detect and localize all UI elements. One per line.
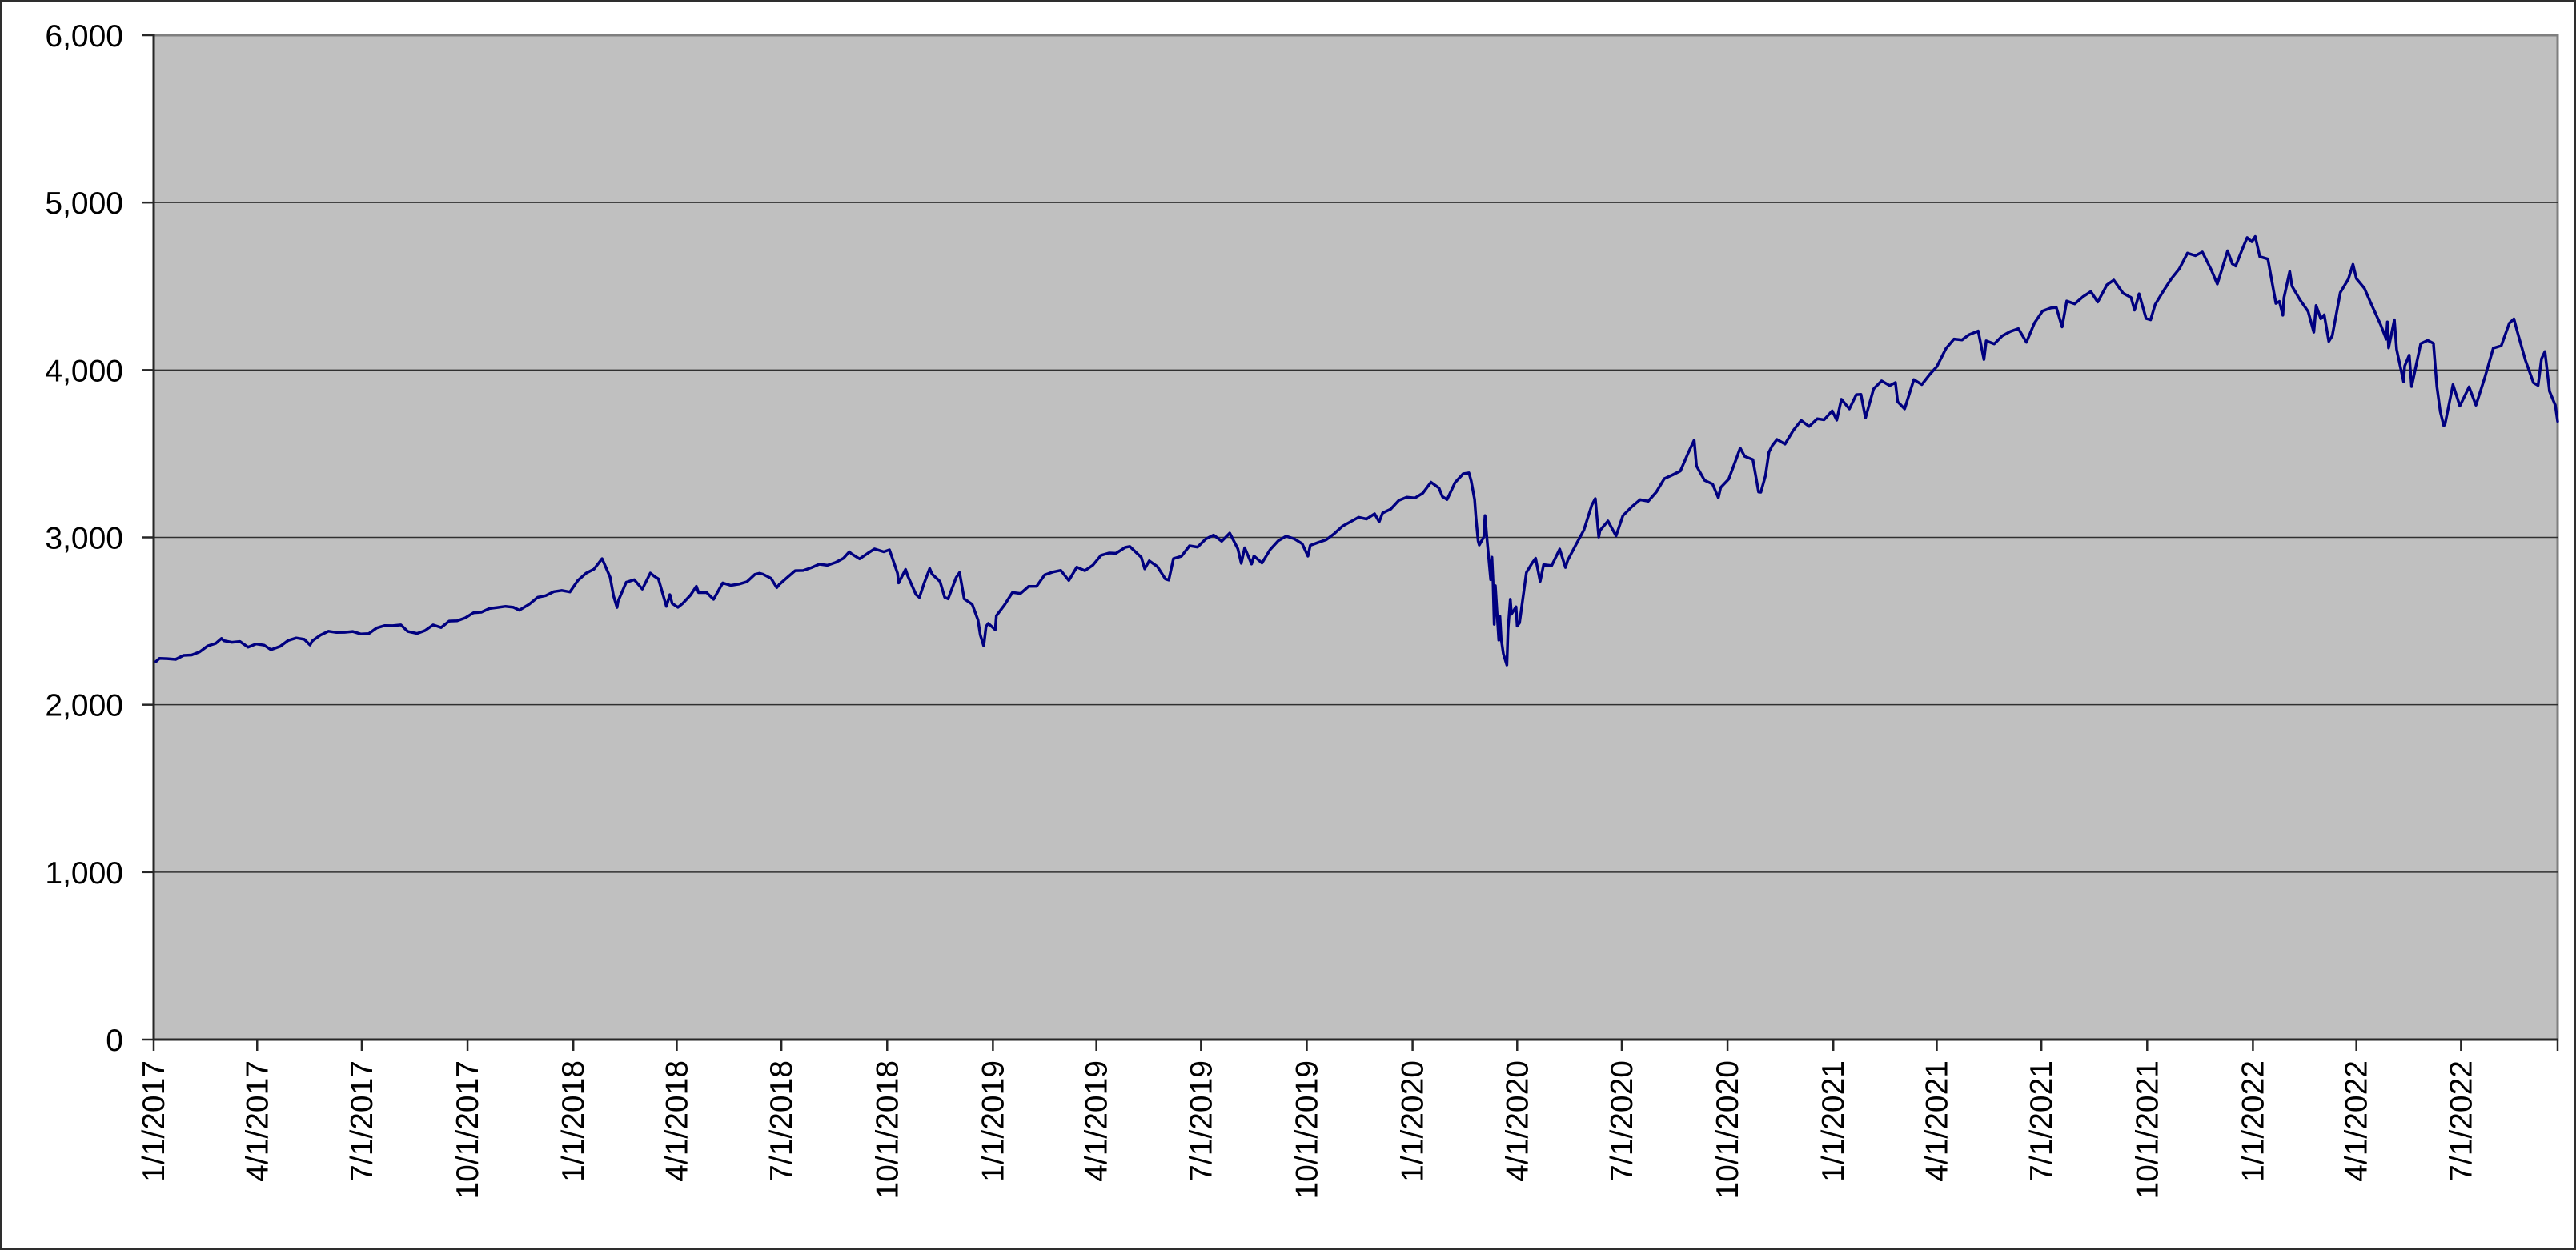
y-axis-tick-label: 0	[106, 1024, 123, 1058]
y-axis-tick-label: 2,000	[45, 689, 123, 723]
y-axis-tick-label: 4,000	[45, 354, 123, 388]
x-axis-tick-label: 1/1/2020	[1396, 1060, 1430, 1182]
x-axis-tick-label: 1/1/2021	[1816, 1060, 1851, 1182]
x-axis-tick-label: 4/1/2018	[660, 1060, 694, 1182]
x-axis-tick-label: 7/1/2021	[2024, 1060, 2059, 1182]
x-axis-tick-label: 4/1/2022	[2340, 1060, 2374, 1182]
y-axis-tick-label: 6,000	[45, 19, 123, 54]
x-axis-tick-label: 4/1/2019	[1080, 1060, 1114, 1182]
y-axis-tick-label: 1,000	[45, 856, 123, 891]
price-series-line	[154, 234, 2559, 667]
x-axis-tick-label: 10/1/2017	[451, 1060, 485, 1200]
x-axis-tick-label: 10/1/2018	[870, 1060, 905, 1200]
x-axis-tick-label: 7/1/2018	[764, 1060, 799, 1182]
x-axis-tick-label: 4/1/2020	[1500, 1060, 1535, 1182]
y-axis-tick-label: 3,000	[45, 522, 123, 556]
x-axis-tick-label: 10/1/2020	[1711, 1060, 1745, 1200]
x-axis-tick-label: 4/1/2017	[240, 1060, 275, 1182]
x-axis-tick-label: 10/1/2021	[2130, 1060, 2165, 1200]
x-axis-tick-label: 7/1/2017	[345, 1060, 379, 1182]
x-axis-tick-label: 10/1/2019	[1290, 1060, 1324, 1200]
x-axis-tick-label: 1/1/2018	[556, 1060, 591, 1182]
y-axis-tick-label: 5,000	[45, 186, 123, 221]
x-axis-tick-label: 7/1/2022	[2444, 1060, 2478, 1182]
x-axis-tick-label: 1/1/2019	[976, 1060, 1010, 1182]
x-axis-tick-label: 7/1/2020	[1605, 1060, 1639, 1182]
x-axis-tick-label: 4/1/2021	[1920, 1060, 1954, 1182]
x-axis-tick-label: 1/1/2022	[2236, 1060, 2270, 1182]
x-axis-tick-label: 7/1/2019	[1184, 1060, 1218, 1182]
x-axis-tick-label: 1/1/2017	[137, 1060, 171, 1182]
